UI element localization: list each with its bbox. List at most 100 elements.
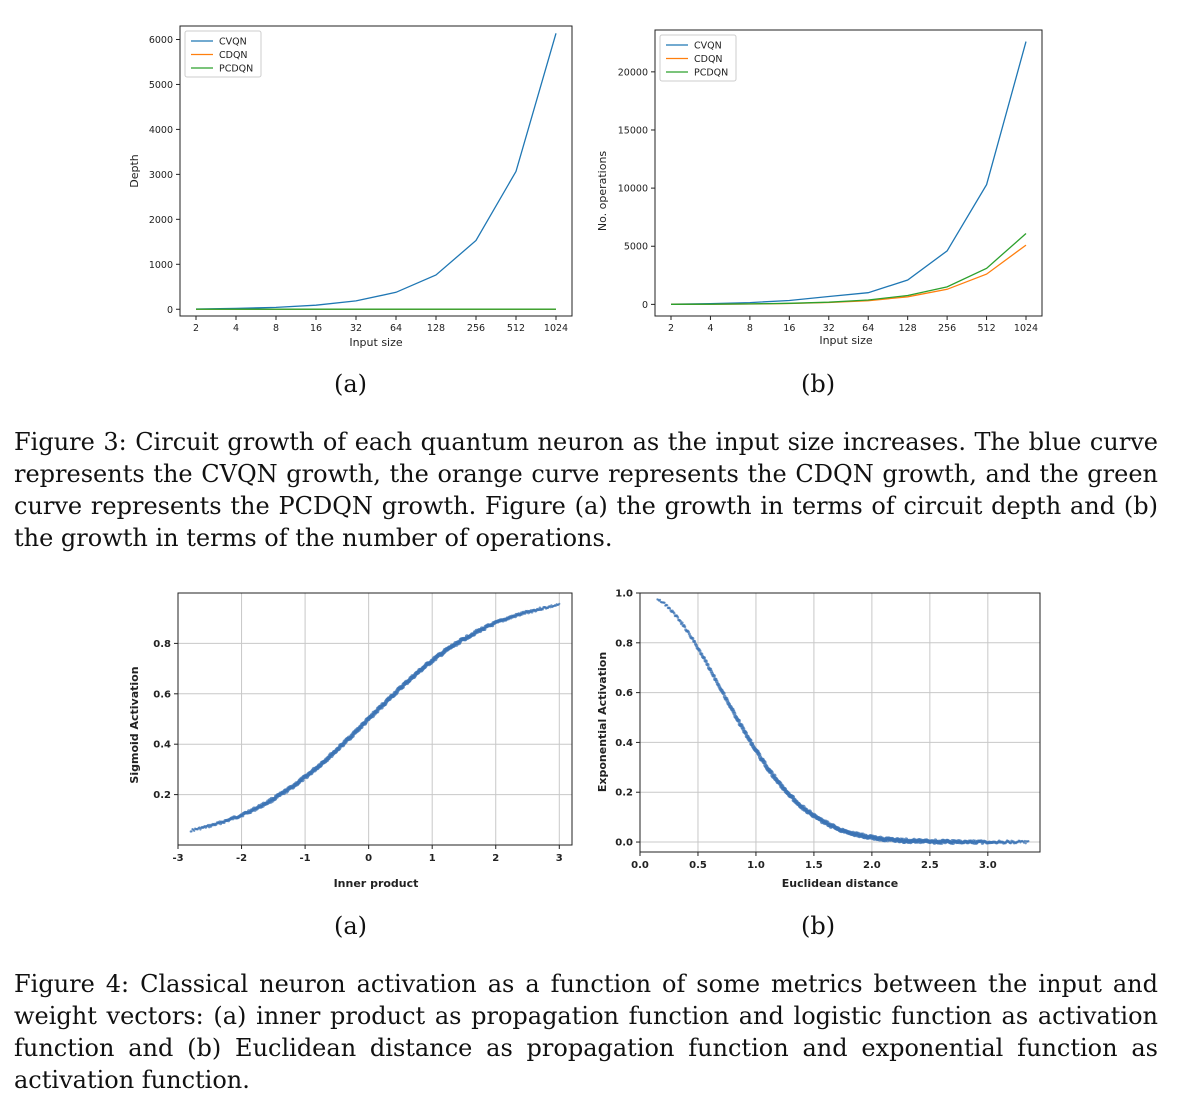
fig4a-point [193, 829, 196, 832]
fig4b-points [656, 598, 1030, 845]
fig3a-ytick-label: 4000 [149, 125, 173, 136]
fig3a-legend: CVQN CDQN PCDQN [184, 30, 262, 78]
fig4b-point [1027, 840, 1030, 843]
fig3a-ytick-label: 5000 [149, 80, 173, 91]
fig3b-lines [670, 41, 1027, 305]
fig4a-xticks: -3 -2 -1 0 1 2 3 [172, 845, 563, 864]
fig4b-point [721, 691, 726, 696]
fig4b-point [693, 639, 697, 644]
fig3b-xticks: 2 4 8 16 32 64 128 256 512 1024 [668, 316, 1038, 334]
fig3a-ylabel: Depth [128, 154, 141, 188]
fig3a-ytick-label: 1000 [149, 260, 173, 271]
fig4b-xtick-label: 3.0 [979, 860, 997, 871]
fig4a-ytick-label: 0.8 [153, 639, 171, 650]
fig3b-ytick-label: 0 [642, 300, 648, 311]
fig3b-sublabel: (b) [801, 370, 836, 398]
fig3b-xtick-label: 2 [668, 323, 674, 334]
fig3b-ytick-label: 15000 [618, 125, 648, 136]
fig4b-yticks: 0.0 0.2 0.4 0.6 0.8 1.0 [615, 589, 640, 849]
fig3a-xtick-label: 2 [193, 323, 199, 334]
fig4a-xtick-label: 1 [429, 853, 436, 864]
fig3a-sublabel: (a) [334, 370, 368, 398]
fig4a-grid [178, 593, 572, 845]
fig3b-xtick-label: 64 [862, 323, 874, 334]
fig4b-ytick-label: 1.0 [615, 589, 633, 600]
fig4a-ytick-label: 0.4 [153, 740, 171, 751]
fig3b-legend-cdqn: CDQN [694, 54, 723, 65]
fig4b-point [665, 604, 669, 607]
fig3b-xtick-label: 1024 [1014, 323, 1038, 334]
fig4a-chart: 0.2 0.4 0.6 0.8 -3 -2 -1 0 1 2 3 Inner product Si… [128, 592, 573, 890]
fig4b-point [672, 611, 676, 615]
fig3a-xtick-label: 16 [310, 323, 322, 334]
fig4b-xtick-label: 0.5 [689, 860, 707, 871]
fig4b-point [668, 607, 672, 610]
fig4a-ylabel: Sigmoid Activation [128, 666, 141, 783]
fig4b-point [679, 619, 682, 623]
fig4b-point [736, 718, 741, 723]
fig4a-plot-frame [177, 592, 573, 846]
fig4a-xtick-label: 2 [492, 853, 499, 864]
fig3a-yticks: 0 1000 2000 3000 4000 5000 6000 [149, 35, 180, 316]
fig4b-xtick-label: 2.0 [863, 860, 881, 871]
fig3b-series-cvqn [670, 41, 1027, 305]
fig3a-xtick-label: 256 [467, 323, 485, 334]
fig3b-legend: CVQN CDQN PCDQN [659, 34, 737, 82]
fig3b-yticks: 0 5000 10000 15000 20000 [618, 67, 655, 311]
fig3a-ytick-label: 3000 [149, 170, 173, 181]
fig4b-point [691, 637, 695, 641]
fig4b-ytick-label: 0.2 [615, 788, 633, 799]
fig4b-point [712, 674, 716, 678]
fig4a-xtick-label: 3 [556, 853, 563, 864]
fig3b-ytick-label: 20000 [618, 67, 648, 78]
fig4b-grid [640, 592, 1040, 852]
fig4b-xtick-label: 1.0 [747, 860, 765, 871]
fig4b-ytick-label: 0.0 [615, 838, 633, 849]
fig3-caption: Figure 3: Circuit growth of each quantum… [14, 428, 1158, 552]
fig4b-ytick-label: 0.4 [615, 738, 633, 749]
fig3a-series-cvqn [195, 33, 557, 310]
fig3a-xtick-label: 8 [273, 323, 279, 334]
fig3b-xtick-label: 8 [747, 323, 753, 334]
fig3a-legend-pcdqn: PCDQN [219, 64, 253, 75]
fig3a-xtick-label: 1024 [544, 323, 568, 334]
fig3b-legend-cvqn: CVQN [694, 41, 722, 52]
fig4b-chart: 0.0 0.2 0.4 0.6 0.8 1.0 0.0 0.5 1.0 1.5 2.0 2.5 3.0… [596, 589, 1041, 890]
fig4b-xtick-label: 2.5 [921, 860, 939, 871]
fig3b-series-pcdqn [670, 233, 1027, 305]
fig3b-xtick-label: 256 [938, 323, 956, 334]
fig3a-ytick-label: 0 [167, 305, 173, 316]
fig4a-yticks: 0.2 0.4 0.6 0.8 [153, 639, 178, 801]
fig3a-xticks: 2 4 8 16 32 64 128 256 512 1024 [193, 316, 568, 334]
fig4b-point [663, 601, 666, 604]
fig3a-xtick-label: 4 [233, 323, 239, 334]
fig4b-point [658, 598, 662, 602]
fig3b-ytick-label: 10000 [618, 184, 648, 195]
fig3b-chart: 0 5000 10000 15000 20000 2 4 8 16 32 64 128 256 512 1… [596, 29, 1043, 347]
fig4b-point [748, 738, 753, 743]
fig4b-point [702, 656, 706, 660]
fig3a-legend-cdqn: CDQN [219, 50, 248, 61]
fig3a-xtick-label: 32 [350, 323, 362, 334]
fig3a-ytick-label: 2000 [149, 215, 173, 226]
fig4b-ytick-label: 0.6 [615, 688, 633, 699]
fig4b-ylabel: Exponential Activation [596, 652, 609, 792]
fig3a-chart: 0 1000 2000 3000 4000 5000 6000 2 4 8 16 32 64 128 25… [128, 25, 573, 349]
fig3b-xlabel: Input size [819, 334, 873, 347]
fig3b-xtick-label: 128 [899, 323, 917, 334]
fig3b-xtick-label: 32 [823, 323, 835, 334]
fig4b-xtick-label: 0.0 [631, 860, 649, 871]
fig4a-points [189, 602, 561, 833]
fig4a-xlabel: Inner product [334, 877, 419, 890]
fig4a-point [558, 602, 561, 605]
fig4a-xtick-label: 0 [365, 853, 372, 864]
fig3b-xtick-label: 512 [977, 323, 995, 334]
fig4b-point [704, 659, 708, 663]
fig4a-xtick-label: -1 [300, 853, 311, 864]
fig4b-point [683, 625, 687, 629]
fig3b-xtick-label: 16 [783, 323, 795, 334]
fig3a-plot-frame [179, 25, 573, 317]
fig4b-plot-frame [639, 592, 1041, 853]
fig3b-xtick-label: 4 [707, 323, 713, 334]
fig4b-point [698, 649, 702, 653]
